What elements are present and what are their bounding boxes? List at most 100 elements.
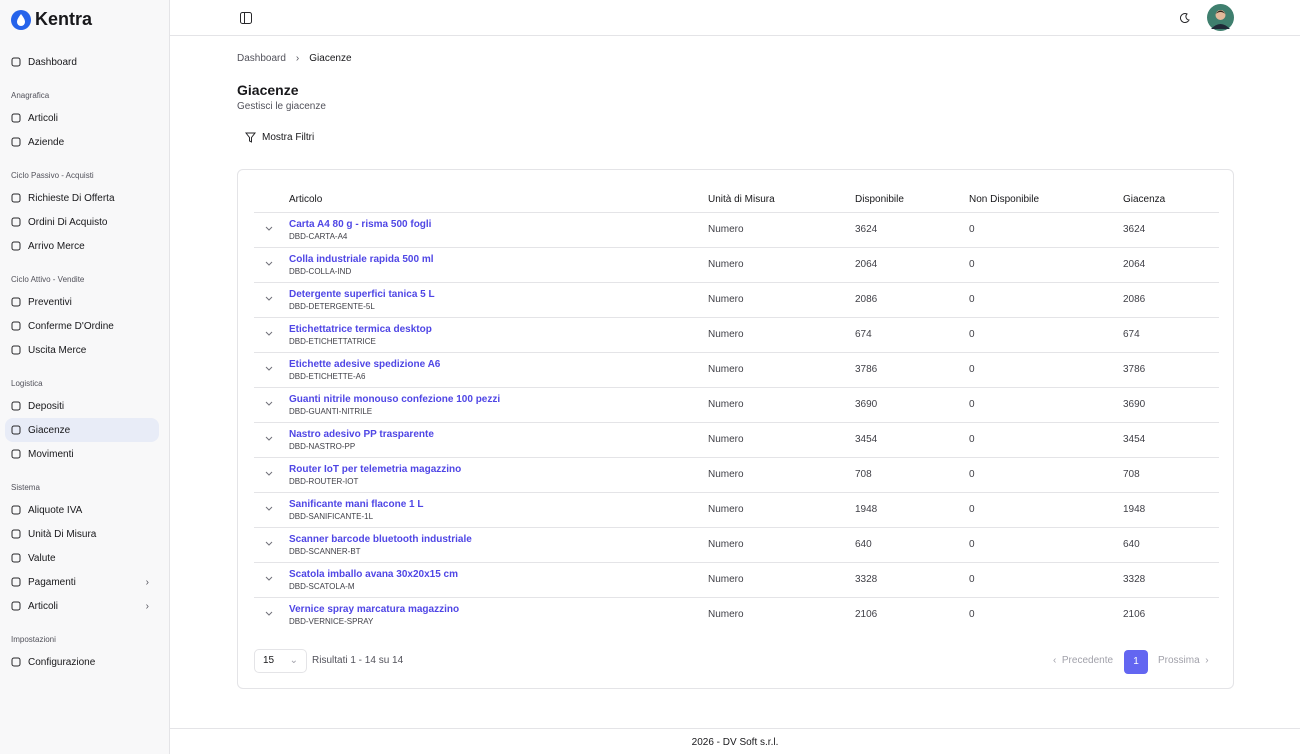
expand-toggle[interactable] [265, 296, 273, 302]
filter-button[interactable]: Mostra Filtri [245, 132, 314, 143]
nav-item[interactable]: Aliquote IVA [5, 498, 159, 522]
previous-page[interactable]: ‹ Precedente [1053, 655, 1114, 666]
expand-toggle[interactable] [265, 366, 273, 372]
nav-icon [11, 241, 21, 251]
nav-item[interactable]: Movimenti [5, 442, 159, 466]
nav-icon [11, 57, 21, 67]
expand-toggle[interactable] [265, 611, 273, 617]
nav-item[interactable]: Pagamenti › [5, 570, 159, 594]
nav-item[interactable]: Unità Di Misura [5, 522, 159, 546]
unavailable-cell: 0 [969, 609, 975, 621]
nav-icon [11, 505, 21, 515]
available-cell: 640 [855, 527, 969, 563]
article-name[interactable]: Etichettatrice termica desktop [289, 323, 432, 335]
unavailable-cell: 0 [969, 562, 1123, 598]
nav-item[interactable]: Articoli [5, 106, 159, 130]
article-name[interactable]: Detergente superfici tanica 5 L [289, 288, 435, 300]
unit-cell: Numero [708, 457, 855, 493]
expand-toggle[interactable] [265, 401, 273, 407]
nav-item[interactable]: Richieste Di Offerta [5, 186, 159, 210]
nav-icon [11, 449, 21, 459]
expand-toggle[interactable] [265, 226, 273, 232]
expand-toggle[interactable] [265, 436, 273, 442]
article-cell: Scatola imballo avana 30x20x15 cm DBD-SCA… [289, 562, 708, 598]
unit-cell: Numero [708, 527, 855, 563]
nav-item[interactable]: Preventivi [5, 290, 159, 314]
nav-label: Richieste Di Offerta [28, 192, 115, 204]
article-name[interactable]: Carta A4 80 g - risma 500 fogli [289, 218, 432, 230]
topbar [170, 0, 1300, 36]
expand-toggle[interactable] [265, 541, 273, 547]
article-cell: Detergente superfici tanica 5 L DBD-DETER… [289, 282, 708, 318]
next-label: Prossima [1158, 655, 1200, 666]
nav-item[interactable]: Conferme D'Ordine [5, 314, 159, 338]
unavailable-cell: 0 [969, 457, 1123, 493]
article-name[interactable]: Scanner barcode bluetooth industriale [289, 533, 472, 545]
expand-toggle[interactable] [265, 471, 273, 477]
nav-label: Dashboard [28, 56, 77, 68]
available-cell: 3690 [855, 387, 969, 423]
brand-name: Kentra [35, 9, 93, 29]
article-name[interactable]: Nastro adesivo PP trasparente [289, 428, 434, 440]
article-name[interactable]: Colla industriale rapida 500 ml [289, 253, 434, 265]
header-row: Articolo Unità di Misura Disponibile Non Di… [254, 187, 1219, 213]
nav-item[interactable]: Configurazione [5, 650, 159, 674]
article-name[interactable]: Sanificante mani flacone 1 L [289, 498, 424, 510]
table-row: Vernice spray marcatura magazzino DBD-VER… [254, 597, 1219, 632]
table-row: Scatola imballo avana 30x20x15 cm DBD-SCA… [254, 562, 1219, 598]
article-name[interactable]: Router IoT per telemetria magazzino [289, 463, 462, 475]
unavailable-cell: 0 [969, 317, 1123, 353]
unit-cell: Numero [708, 352, 855, 388]
article-code: DBD-NASTRO-PP [289, 441, 356, 451]
stock-cell: 3454 [1123, 422, 1219, 458]
stock-cell: 3786 [1123, 352, 1219, 388]
nav-icon [11, 601, 21, 611]
available-cell: 674 [855, 317, 969, 353]
nav-item[interactable]: Aziende [5, 130, 159, 154]
nav-item[interactable]: Ordini Di Acquisto [5, 210, 159, 234]
expand-cell [254, 387, 289, 423]
nav-icon [11, 297, 21, 307]
unit-cell: Numero [708, 212, 855, 248]
expand-toggle[interactable] [265, 261, 273, 267]
nav-item[interactable]: Articoli › [5, 594, 159, 618]
chevron: › [145, 576, 149, 588]
article-name[interactable]: Guanti nitrile monouso confezione 100 pe… [289, 393, 501, 405]
nav-item[interactable]: Depositi [5, 394, 159, 418]
nav-item[interactable]: Arrivo Merce [5, 234, 159, 258]
unavailable-cell: 0 [969, 352, 1123, 388]
expand-toggle[interactable] [265, 331, 273, 337]
expand-toggle[interactable] [265, 576, 273, 582]
nav-item[interactable]: Giacenze [5, 418, 159, 442]
current-page[interactable]: 1 [1124, 650, 1148, 674]
stock-cell: 708 [1123, 457, 1219, 493]
unavailable-cell: 0 [969, 282, 1123, 318]
article-name[interactable]: Vernice spray marcatura magazzino [289, 603, 460, 615]
nav-item[interactable]: Valute [5, 546, 159, 570]
avatar[interactable] [1207, 4, 1234, 31]
expand-cell [254, 422, 289, 458]
nav-item[interactable]: Dashboard [5, 50, 159, 74]
page-size-select[interactable]: 15 ⌄ [254, 649, 307, 673]
nav-item[interactable]: Uscita Merce [5, 338, 159, 362]
nav-label: Pagamenti [28, 576, 76, 588]
article-code: DBD-ETICHETTATRICE [289, 336, 376, 346]
crumb-link[interactable]: Dashboard [237, 53, 286, 64]
article-cell: Vernice spray marcatura magazzino DBD-VER… [289, 597, 708, 632]
article-name[interactable]: Etichette adesive spedizione A6 [289, 358, 441, 370]
expand-toggle[interactable] [265, 506, 273, 512]
table-row: Carta A4 80 g - risma 500 fogli DBD-CARTA… [254, 212, 1219, 248]
available-cell: 2086 [855, 282, 969, 318]
theme-toggle[interactable] [1180, 13, 1190, 23]
column-header: Articolo [289, 187, 708, 213]
next-page[interactable]: Prossima › [1158, 655, 1209, 666]
stock-cell: 3690 [1123, 387, 1219, 423]
article-name[interactable]: Scatola imballo avana 30x20x15 cm [289, 568, 458, 580]
toggle-sidebar[interactable] [240, 12, 252, 24]
stock-cell: 674 [1123, 317, 1219, 353]
nav-group-title: Sistema [11, 483, 40, 492]
expand-cell [254, 352, 289, 388]
table-row: Scanner barcode bluetooth industriale DBD… [254, 527, 1219, 563]
brand[interactable]: Kentra [11, 9, 92, 30]
